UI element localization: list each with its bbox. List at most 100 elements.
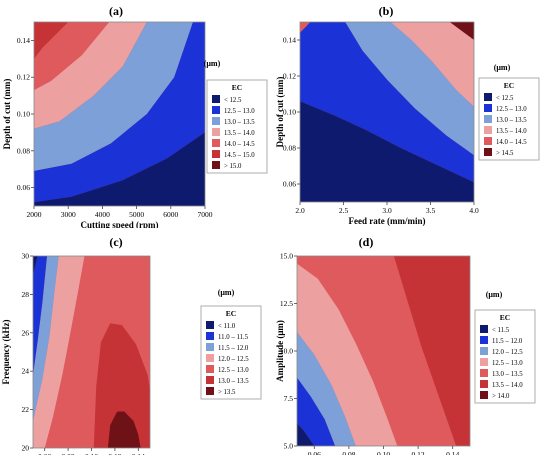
y-axis-label-b: Depth of cut (mm): [275, 77, 285, 148]
y-tick-label-d-1: 7.5: [284, 394, 294, 403]
panel-d-chart: 0.060.080.100.120.145.07.510.012.515.0De…: [275, 252, 536, 455]
legend-title-c: EC: [226, 309, 236, 318]
x-tick-label-b-4: 4.0: [469, 206, 479, 215]
legend-swatch-a-3: [212, 128, 220, 136]
contour-region-c-1: [93, 323, 150, 448]
panel-a-chart: 2000 3000 4000 5000 6000 7000 0.06 0.08 0.10 0.12…: [2, 21, 268, 228]
y-tick-label-c-3: 26: [22, 328, 30, 337]
x-tick-label-a-4: 6000: [163, 210, 178, 219]
y-tick-label-a-0: 0.06: [17, 183, 30, 192]
legend-swatch-b-3: [484, 126, 492, 134]
x-tick-label-d-1: 0.08: [342, 450, 355, 455]
legend-swatch-b-1: [484, 104, 492, 112]
contour-region-a-2: [34, 22, 110, 91]
x-tick-label-d-3: 0.12: [412, 450, 425, 455]
legend-label-a-4: 14.0 – 14.5: [224, 141, 255, 148]
legend-swatch-d-1: [480, 336, 488, 344]
contour-region-d-3: [297, 332, 356, 446]
contour-region-a-1: [34, 22, 69, 59]
legend-label-c-2: 11.5 – 12.0: [218, 345, 249, 352]
legend-title-b: EC: [504, 81, 514, 90]
y-tick-label-c-0: 20: [22, 444, 30, 453]
legend-label-d-5: 13.5 – 14.0: [492, 382, 523, 389]
x-axis-label-b: Feed rate (mm/min): [349, 216, 426, 226]
legend-label-b-3: 13.5 – 14.0: [496, 128, 527, 135]
panel-b-chart: 2.0 2.5 3.0 3.5 4.0 0.06 0.08 0.10 0.12 0.14 Feed …: [275, 21, 540, 226]
unit-label-a: (μm): [204, 59, 221, 68]
legend-swatch-a-2: [212, 117, 220, 125]
contour-region-a-4: [34, 22, 193, 171]
y-tick-label-b-1: 0.08: [283, 144, 296, 153]
legend-label-d-2: 12.0 – 12.5: [492, 349, 523, 356]
y-axis-label-d: Amplitude (μm): [275, 320, 285, 382]
legend-swatch-d-6: [480, 391, 488, 399]
y-tick-label-a-1: 0.08: [17, 146, 30, 155]
panel-c-chart: 0.060.080.100.120.14202224262830Depth of…: [1, 252, 262, 455]
legend-swatch-c-6: [206, 387, 214, 395]
legend-swatch-d-5: [480, 380, 488, 388]
legend-swatch-a-1: [212, 106, 220, 114]
legend-swatch-a-0: [212, 95, 220, 103]
y-tick-label-a-2: 0.10: [17, 110, 30, 119]
x-tick-label-b-2: 3.0: [382, 206, 392, 215]
x-tick-label-c-3: 0.12: [108, 452, 121, 455]
x-tick-label-d-2: 0.10: [377, 450, 390, 455]
legend-swatch-c-0: [206, 321, 214, 329]
contour-region-c-5: [33, 256, 47, 375]
y-tick-label-d-0: 5.0: [284, 442, 294, 451]
legend-swatch-d-2: [480, 347, 488, 355]
y-tick-label-b-3: 0.12: [283, 72, 296, 81]
contour-region-c-6: [33, 256, 38, 276]
y-axis-label-a: Depth of cut (mm): [2, 79, 12, 150]
legend-swatch-d-3: [480, 358, 488, 366]
legend-label-c-5: 13.0 – 13.5: [218, 378, 249, 385]
legend-swatch-d-4: [480, 369, 488, 377]
legend-label-c-4: 12.5 – 13.0: [218, 367, 249, 374]
legend-swatch-a-4: [212, 139, 220, 147]
x-tick-label-c-4: 0.14: [132, 452, 145, 455]
contour-region-d-5: [297, 423, 315, 446]
x-tick-label-a-5: 7000: [198, 210, 213, 219]
legend-label-a-2: 13.0 – 13.5: [224, 119, 255, 126]
contour-region-b-2: [390, 22, 474, 107]
y-tick-label-b-0: 0.06: [283, 180, 296, 189]
legend-swatch-c-4: [206, 365, 214, 373]
contour-region-a-6: [34, 132, 205, 206]
legend-swatch-d-0: [480, 325, 488, 333]
x-tick-label-c-1: 0.08: [62, 452, 75, 455]
legend-label-d-0: < 11.5: [492, 327, 510, 334]
legend-label-c-0: < 11.0: [218, 323, 236, 330]
legend-swatch-b-0: [484, 93, 492, 101]
legend-label-a-1: 12.5 – 13.0: [224, 108, 255, 115]
legend-label-c-3: 12.0 – 12.5: [218, 356, 249, 363]
legend-label-a-5: 14.5 – 15.0: [224, 152, 255, 159]
legend-box-c: [200, 305, 262, 400]
legend-label-b-0: < 12.5: [496, 95, 514, 102]
legend-label-b-2: 13.0 – 13.5: [496, 117, 527, 124]
legend-swatch-c-1: [206, 332, 214, 340]
legend-swatch-b-2: [484, 115, 492, 123]
x-tick-label-a-2: 4000: [95, 210, 110, 219]
legend-swatch-c-2: [206, 343, 214, 351]
legend-title-d: EC: [500, 313, 510, 322]
y-tick-label-d-3: 12.5: [280, 299, 293, 308]
legend-title-a: EC: [232, 83, 242, 92]
x-tick-label-c-0: 0.06: [38, 452, 51, 455]
y-tick-label-c-5: 30: [22, 252, 30, 261]
y-tick-label-b-2: 0.10: [283, 108, 296, 117]
x-tick-label-a-1: 3000: [61, 210, 76, 219]
contour-region-c-2: [107, 411, 141, 448]
legend-box-d: [474, 309, 536, 404]
x-tick-label-a-0: 2000: [27, 210, 42, 219]
legend-label-b-5: > 14.5: [496, 150, 514, 157]
y-tick-label-d-2: 10.0: [280, 347, 293, 356]
contour-region-b-3: [345, 22, 474, 156]
contour-region-a-5: [34, 22, 205, 203]
legend-label-a-0: < 12.5: [224, 97, 242, 104]
x-tick-label-d-0: 0.06: [308, 450, 321, 455]
x-tick-label-d-4: 0.14: [446, 450, 459, 455]
contour-region-d-1: [393, 256, 470, 446]
y-tick-label-d-4: 15.0: [280, 252, 293, 261]
panel-d-title: (d): [358, 235, 374, 249]
contour-region-c-3: [33, 256, 85, 448]
